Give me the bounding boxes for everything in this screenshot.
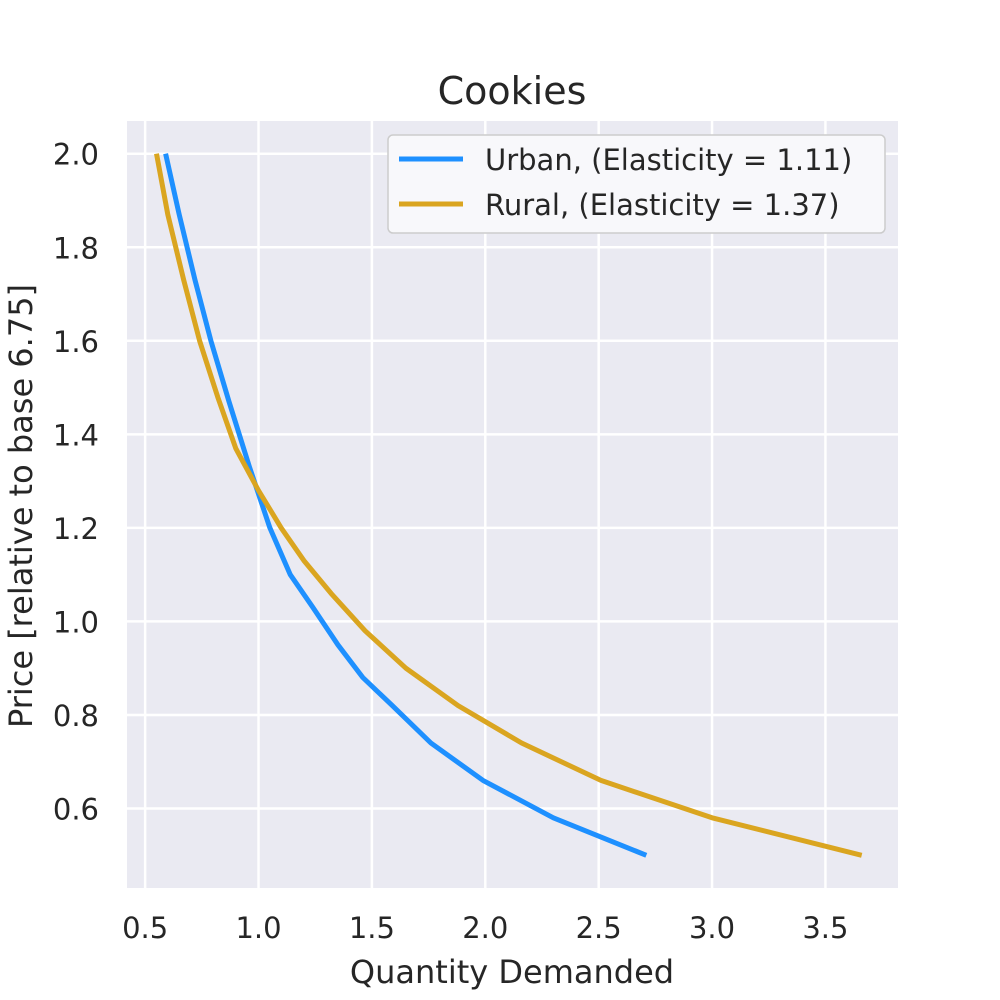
x-tick-label: 1.0 [235, 911, 281, 945]
y-tick-label: 1.6 [53, 325, 99, 359]
vertical-gridlines [143, 121, 827, 888]
legend-label-rural: Rural, (Elasticity = 1.37) [485, 188, 840, 222]
series-line-rural [154, 153, 863, 858]
plot-area [127, 121, 898, 888]
series-lines [154, 153, 863, 858]
y-tick-label: 1.2 [53, 512, 99, 546]
x-tick-label: 3.0 [689, 911, 735, 945]
x-tick-label: 1.5 [349, 911, 395, 945]
y-tick-label: 2.0 [53, 138, 99, 172]
x-axis-label: Quantity Demanded [350, 953, 674, 991]
horizontal-gridlines [127, 152, 898, 810]
x-tick-label: 3.5 [802, 911, 848, 945]
y-tick-label: 1.4 [53, 418, 99, 452]
y-tick-labels: 0.6 0.8 1.0 1.2 1.4 1.6 1.8 2.0 [53, 138, 99, 827]
x-tick-label: 2.5 [576, 911, 622, 945]
legend-label-urban: Urban, (Elasticity = 1.11) [485, 143, 852, 177]
x-tick-label: 2.0 [462, 911, 508, 945]
y-tick-label: 1.8 [53, 231, 99, 265]
x-tick-labels: 0.5 1.0 1.5 2.0 2.5 3.0 3.5 [122, 911, 848, 945]
legend-box [387, 134, 886, 234]
chart-title: Cookies [438, 69, 587, 113]
y-tick-label: 0.8 [53, 699, 99, 733]
y-axis-label: Price [relative to base 6.75] [2, 284, 40, 728]
y-tick-label: 1.0 [53, 605, 99, 639]
series-line-urban [163, 153, 648, 858]
legend: Urban, (Elasticity = 1.11) Rural, (Elast… [387, 134, 886, 234]
y-tick-label: 0.6 [53, 792, 99, 826]
x-tick-label: 0.5 [122, 911, 168, 945]
